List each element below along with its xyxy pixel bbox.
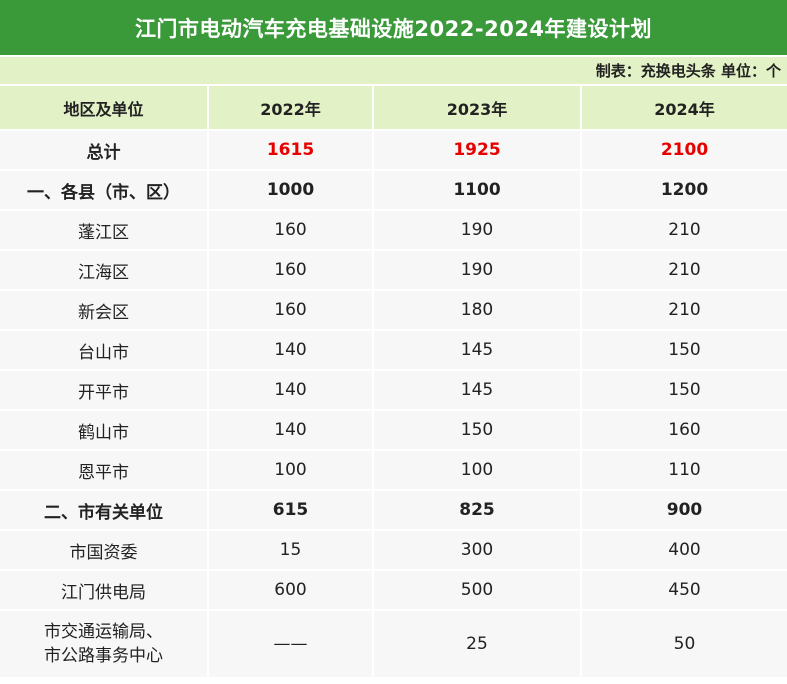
row-name: 台山市 xyxy=(0,330,209,371)
cell-2022: 1000 xyxy=(208,170,374,211)
table-row: 一、各县（市、区） 1000 1100 1200 xyxy=(0,170,787,211)
header-2024: 2024年 xyxy=(581,86,787,131)
table-title: 江门市电动汽车充电基础设施2022-2024年建设计划 xyxy=(0,0,787,57)
cell-2022: 15 xyxy=(208,530,374,571)
row-name: 恩平市 xyxy=(0,450,209,491)
cell-2023: 145 xyxy=(373,370,582,411)
row-name-line1: 市交通运输局、 xyxy=(44,622,163,642)
cell-2024: 1200 xyxy=(581,170,787,211)
cell-2022: 160 xyxy=(208,210,374,251)
cell-2024: 400 xyxy=(581,530,787,571)
table-row: 市交通运输局、 市公路事务中心 —— 25 50 xyxy=(0,610,787,679)
row-name: 一、各县（市、区） xyxy=(0,170,209,211)
row-name: 江门供电局 xyxy=(0,570,209,611)
row-name-line2: 市公路事务中心 xyxy=(44,646,163,666)
data-table: 地区及单位 2022年 2023年 2024年 总计 1615 1925 210… xyxy=(0,86,787,679)
table-row: 江门供电局 600 500 450 xyxy=(0,570,787,611)
cell-2022: 100 xyxy=(208,450,374,491)
cell-2023: 180 xyxy=(373,290,582,331)
cell-2022: 140 xyxy=(208,410,374,451)
cell-2024: 450 xyxy=(581,570,787,611)
table-row: 市国资委 15 300 400 xyxy=(0,530,787,571)
cell-2023: 100 xyxy=(373,450,582,491)
row-name: 江海区 xyxy=(0,250,209,291)
cell-2023: 500 xyxy=(373,570,582,611)
cell-2024: 2100 xyxy=(581,130,787,171)
cell-2024: 50 xyxy=(581,610,787,679)
table-row: 新会区 160 180 210 xyxy=(0,290,787,331)
cell-2022: 140 xyxy=(208,330,374,371)
table-meta: 制表：充换电头条 单位：个 xyxy=(0,57,787,86)
row-name: 总计 xyxy=(0,130,209,171)
cell-2023: 1925 xyxy=(373,130,582,171)
header-row: 地区及单位 2022年 2023年 2024年 xyxy=(0,86,787,131)
table-row: 江海区 160 190 210 xyxy=(0,250,787,291)
header-2023: 2023年 xyxy=(373,86,582,131)
cell-2022: —— xyxy=(208,610,374,679)
row-name: 市交通运输局、 市公路事务中心 xyxy=(0,610,209,679)
row-name: 新会区 xyxy=(0,290,209,331)
cell-2023: 1100 xyxy=(373,170,582,211)
row-name: 开平市 xyxy=(0,370,209,411)
cell-2022: 600 xyxy=(208,570,374,611)
header-2022: 2022年 xyxy=(208,86,374,131)
header-region: 地区及单位 xyxy=(0,86,209,131)
cell-2023: 190 xyxy=(373,250,582,291)
cell-2022: 1615 xyxy=(208,130,374,171)
cell-2024: 110 xyxy=(581,450,787,491)
cell-2024: 210 xyxy=(581,290,787,331)
cell-2024: 150 xyxy=(581,370,787,411)
cell-2023: 145 xyxy=(373,330,582,371)
table-row: 鹤山市 140 150 160 xyxy=(0,410,787,451)
cell-2023: 150 xyxy=(373,410,582,451)
cell-2024: 150 xyxy=(581,330,787,371)
cell-2023: 25 xyxy=(373,610,582,679)
cell-2022: 140 xyxy=(208,370,374,411)
cell-2022: 615 xyxy=(208,490,374,531)
cell-2024: 210 xyxy=(581,210,787,251)
cell-2024: 160 xyxy=(581,410,787,451)
row-name: 蓬江区 xyxy=(0,210,209,251)
table-row: 恩平市 100 100 110 xyxy=(0,450,787,491)
table-row: 二、市有关单位 615 825 900 xyxy=(0,490,787,531)
cell-2023: 190 xyxy=(373,210,582,251)
table-row: 总计 1615 1925 2100 xyxy=(0,130,787,171)
table-row: 开平市 140 145 150 xyxy=(0,370,787,411)
cell-2022: 160 xyxy=(208,250,374,291)
cell-2024: 210 xyxy=(581,250,787,291)
cell-2024: 900 xyxy=(581,490,787,531)
cell-2023: 825 xyxy=(373,490,582,531)
table-row: 蓬江区 160 190 210 xyxy=(0,210,787,251)
row-name: 鹤山市 xyxy=(0,410,209,451)
table-row: 台山市 140 145 150 xyxy=(0,330,787,371)
row-name: 市国资委 xyxy=(0,530,209,571)
row-name: 二、市有关单位 xyxy=(0,490,209,531)
cell-2022: 160 xyxy=(208,290,374,331)
cell-2023: 300 xyxy=(373,530,582,571)
